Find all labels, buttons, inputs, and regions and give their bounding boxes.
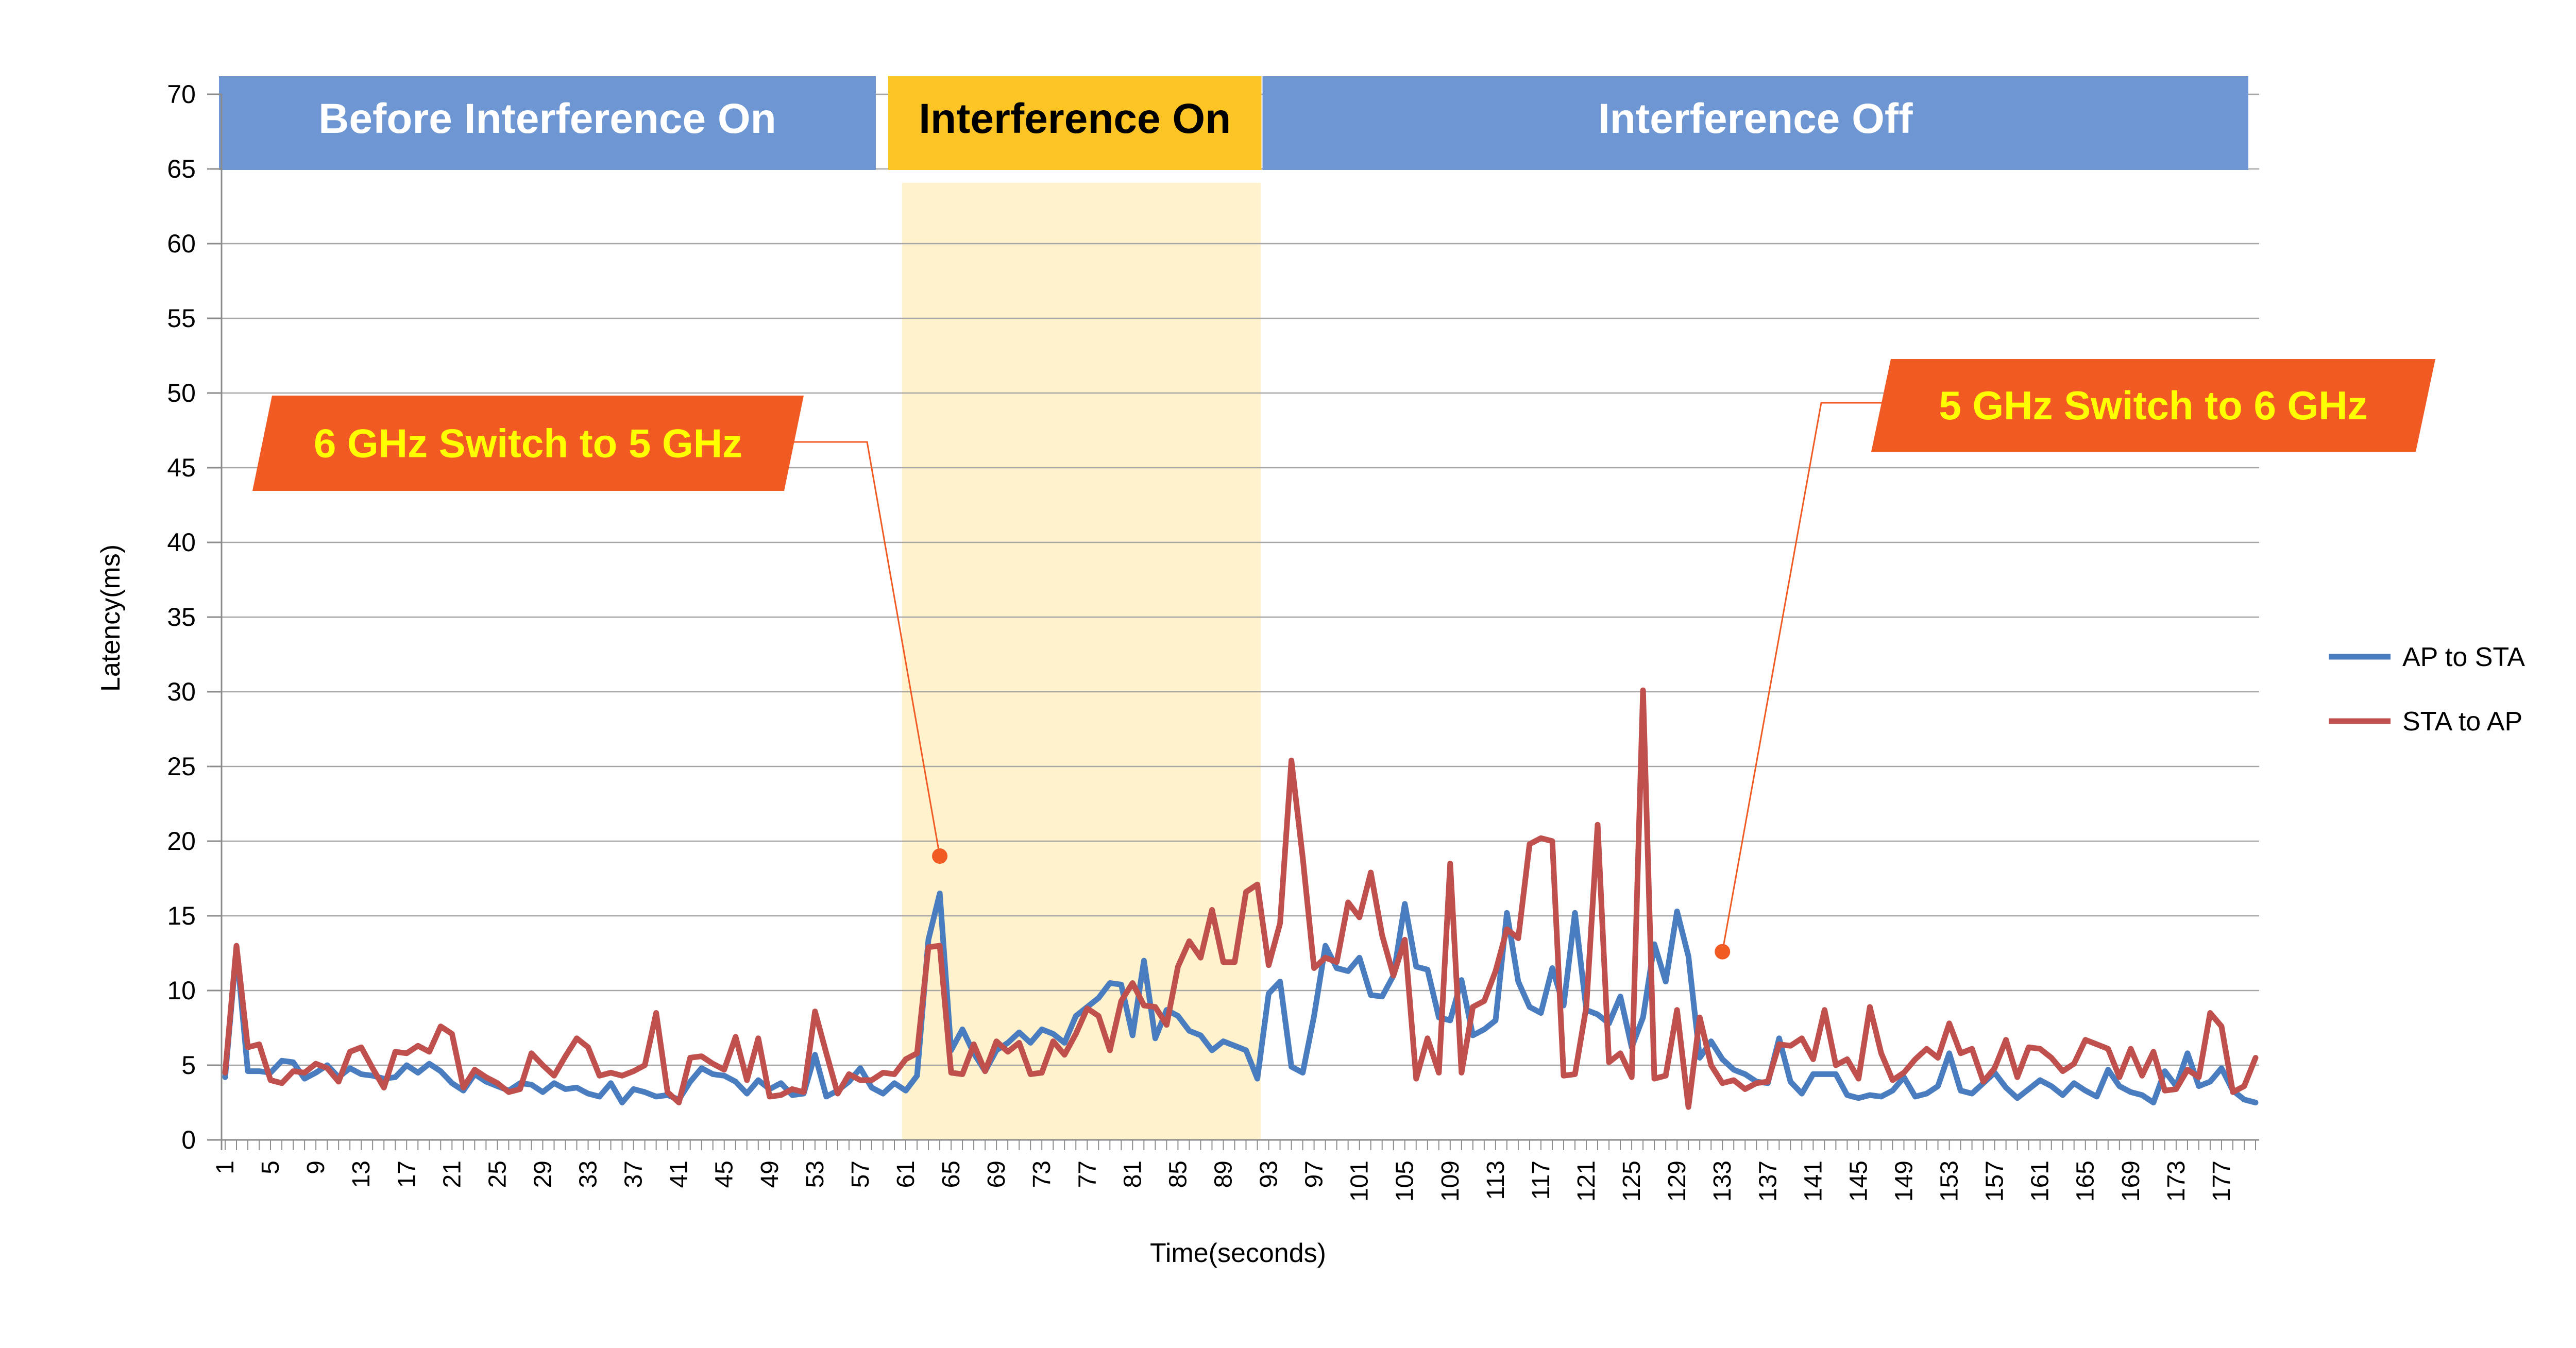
x-tick-label: 57: [847, 1161, 874, 1188]
x-tick-label: 45: [711, 1161, 738, 1188]
x-tick-label: 69: [983, 1161, 1010, 1188]
x-tick-label: 49: [756, 1161, 784, 1188]
x-tick-label: 65: [938, 1161, 965, 1188]
phase-banner: [1262, 76, 2248, 170]
series-line: [222, 891, 2259, 1105]
phase-banner: [888, 76, 1262, 170]
x-tick-label: 17: [393, 1161, 420, 1188]
x-tick-label: 81: [1119, 1161, 1146, 1188]
x-tick-label: 153: [1936, 1161, 1963, 1202]
x-tick-label: 105: [1392, 1161, 1419, 1202]
y-tick-label: 65: [167, 155, 196, 183]
x-tick-label: 141: [1800, 1161, 1827, 1202]
annotation-leader-line: [776, 441, 941, 857]
y-tick-label: 20: [167, 827, 196, 856]
x-tick-label: 73: [1028, 1161, 1056, 1188]
interference-band-layer: [902, 183, 1261, 1140]
x-tick-label: 1: [212, 1161, 239, 1174]
y-tick-label: 10: [167, 976, 196, 1005]
phase-banner-label: Before Interference On: [318, 95, 776, 142]
legend-label: AP to STA: [2402, 642, 2525, 672]
y-axis-label: Latency(ms): [96, 544, 126, 692]
x-tick-label: 37: [620, 1161, 648, 1188]
interference-shaded-band: [902, 183, 1261, 1140]
y-tick-label: 55: [167, 304, 196, 333]
x-tick-label: 149: [1890, 1161, 1918, 1202]
annotation-label: 5 GHz Switch to 6 GHz: [1939, 383, 2367, 428]
x-tick-label: 129: [1664, 1161, 1691, 1202]
x-tick-label: 125: [1618, 1161, 1646, 1202]
x-tick-label: 29: [529, 1161, 556, 1188]
x-tick-label: 13: [348, 1161, 375, 1188]
x-tick-label: 165: [2072, 1161, 2099, 1202]
annotation-leader-line: [1721, 402, 1900, 952]
y-tick-label: 45: [167, 453, 196, 482]
x-tick-label: 25: [484, 1161, 511, 1188]
series-line: [222, 687, 2259, 1110]
x-tick-label: 137: [1754, 1161, 1782, 1202]
y-tick-label: 35: [167, 603, 196, 632]
x-tick-label: 41: [666, 1161, 693, 1188]
x-tick-label: 33: [575, 1161, 602, 1188]
x-tick-label: 101: [1346, 1161, 1374, 1202]
y-tick-label: 25: [167, 752, 196, 781]
y-tick-label: 30: [167, 677, 196, 706]
x-tick-label: 89: [1210, 1161, 1237, 1188]
x-tick-label: 53: [802, 1161, 829, 1188]
x-tick-label: 9: [302, 1161, 330, 1174]
phase-banners: Before Interference On Interference On Int…: [219, 76, 2248, 170]
y-tick-label: 15: [167, 901, 196, 930]
annotation-callout-box: [1871, 359, 2435, 452]
y-tick-label: 5: [181, 1051, 196, 1080]
annotation-callout-box: [252, 396, 804, 491]
y-tick-label: 60: [167, 229, 196, 258]
x-tick-label: 157: [1981, 1161, 2009, 1202]
x-tick-label: 21: [438, 1161, 466, 1188]
data-series: [222, 687, 2259, 1110]
x-tick-label: 133: [1709, 1161, 1736, 1202]
x-tick-label: 93: [1256, 1161, 1283, 1188]
x-tick-label: 121: [1573, 1161, 1600, 1202]
phase-banner: [219, 76, 876, 170]
annotations: 6 GHz Switch to 5 GHz 5 GHz Switch to 6 G…: [252, 359, 2435, 960]
y-tick-label: 0: [181, 1125, 196, 1154]
annotation-point-marker: [932, 848, 948, 864]
phase-banner-label: Interference On: [919, 95, 1231, 142]
annotation-point-marker: [1715, 944, 1731, 960]
phase-banner-label: Interference Off: [1598, 95, 1913, 142]
x-tick-label: 161: [2027, 1161, 2054, 1202]
x-axis-label: Time(seconds): [1150, 1238, 1326, 1268]
y-tick-label: 70: [167, 80, 196, 109]
y-tick-label: 50: [167, 379, 196, 407]
x-tick-label: 77: [1074, 1161, 1101, 1188]
x-tick-label: 145: [1845, 1161, 1872, 1202]
x-tick-label: 97: [1301, 1161, 1328, 1188]
legend-label: STA to AP: [2402, 707, 2522, 737]
x-tick-label: 61: [892, 1161, 920, 1188]
x-tick-label: 173: [2163, 1161, 2190, 1202]
x-tick-label: 109: [1437, 1161, 1464, 1202]
annotation-label: 6 GHz Switch to 5 GHz: [314, 421, 742, 466]
legend: AP to STA STA to AP: [2329, 642, 2525, 737]
x-tick-label: 5: [257, 1161, 284, 1174]
x-tick-label: 169: [2117, 1161, 2145, 1202]
x-tick-label: 177: [2208, 1161, 2235, 1202]
y-tick-label: 40: [167, 528, 196, 557]
x-tick-label: 117: [1528, 1161, 1555, 1200]
x-tick-label: 85: [1164, 1161, 1192, 1188]
x-tick-label: 113: [1482, 1161, 1510, 1200]
